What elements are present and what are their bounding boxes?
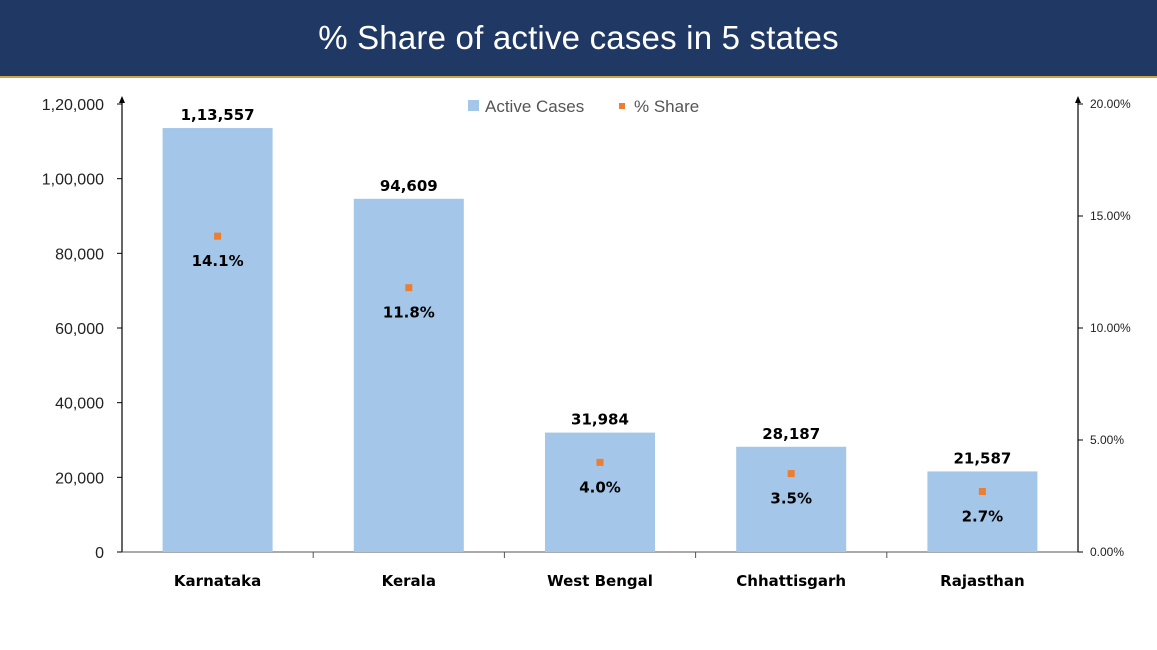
bar [545, 432, 655, 552]
left-tick-label: 80,000 [55, 246, 104, 263]
bar-value-label: 1,13,557 [181, 106, 255, 124]
share-label: 14.1% [192, 252, 244, 270]
bar-value-label: 31,984 [571, 411, 629, 429]
share-label: 4.0% [579, 478, 621, 496]
share-label: 11.8% [383, 304, 435, 322]
share-marker [214, 232, 222, 240]
bar-value-label: 94,609 [380, 177, 438, 195]
share-marker [787, 470, 795, 478]
share-marker [405, 284, 413, 292]
category-label: Rajasthan [940, 572, 1025, 590]
bar [162, 128, 273, 552]
legend-label-active-cases: Active Cases [485, 97, 584, 116]
left-tick-label: 40,000 [55, 396, 104, 413]
right-tick-label: 15.00% [1090, 209, 1131, 223]
share-label: 3.5% [770, 490, 812, 508]
left-tick-label: 1,00,000 [42, 172, 104, 189]
legend-label-share: % Share [634, 97, 699, 116]
bar-value-label: 28,187 [762, 425, 820, 443]
bar [927, 471, 1038, 552]
left-tick-label: 20,000 [55, 470, 104, 487]
left-axis-arrow [119, 96, 125, 103]
title-bar: % Share of active cases in 5 states [0, 0, 1157, 78]
category-label: Chhattisgarh [736, 572, 846, 590]
left-tick-label: 1,20,000 [42, 97, 104, 114]
share-marker [596, 458, 604, 466]
right-tick-label: 0.00% [1090, 545, 1124, 559]
category-label: Kerala [382, 572, 436, 590]
category-label: West Bengal [547, 572, 653, 590]
right-tick-label: 5.00% [1090, 433, 1124, 447]
bar-value-label: 21,587 [953, 449, 1011, 467]
right-tick-label: 20.00% [1090, 97, 1131, 111]
left-tick-label: 0 [95, 545, 104, 562]
legend-swatch-active-cases [468, 100, 479, 111]
right-axis-arrow [1075, 96, 1081, 103]
right-tick-label: 10.00% [1090, 321, 1131, 335]
bar [353, 198, 464, 552]
left-tick-label: 60,000 [55, 321, 104, 338]
bar [736, 446, 847, 552]
share-label: 2.7% [962, 508, 1004, 526]
category-label: Karnataka [174, 572, 261, 590]
chart-title: % Share of active cases in 5 states [318, 19, 839, 56]
legend-swatch-share [619, 103, 625, 109]
share-marker [978, 488, 986, 496]
